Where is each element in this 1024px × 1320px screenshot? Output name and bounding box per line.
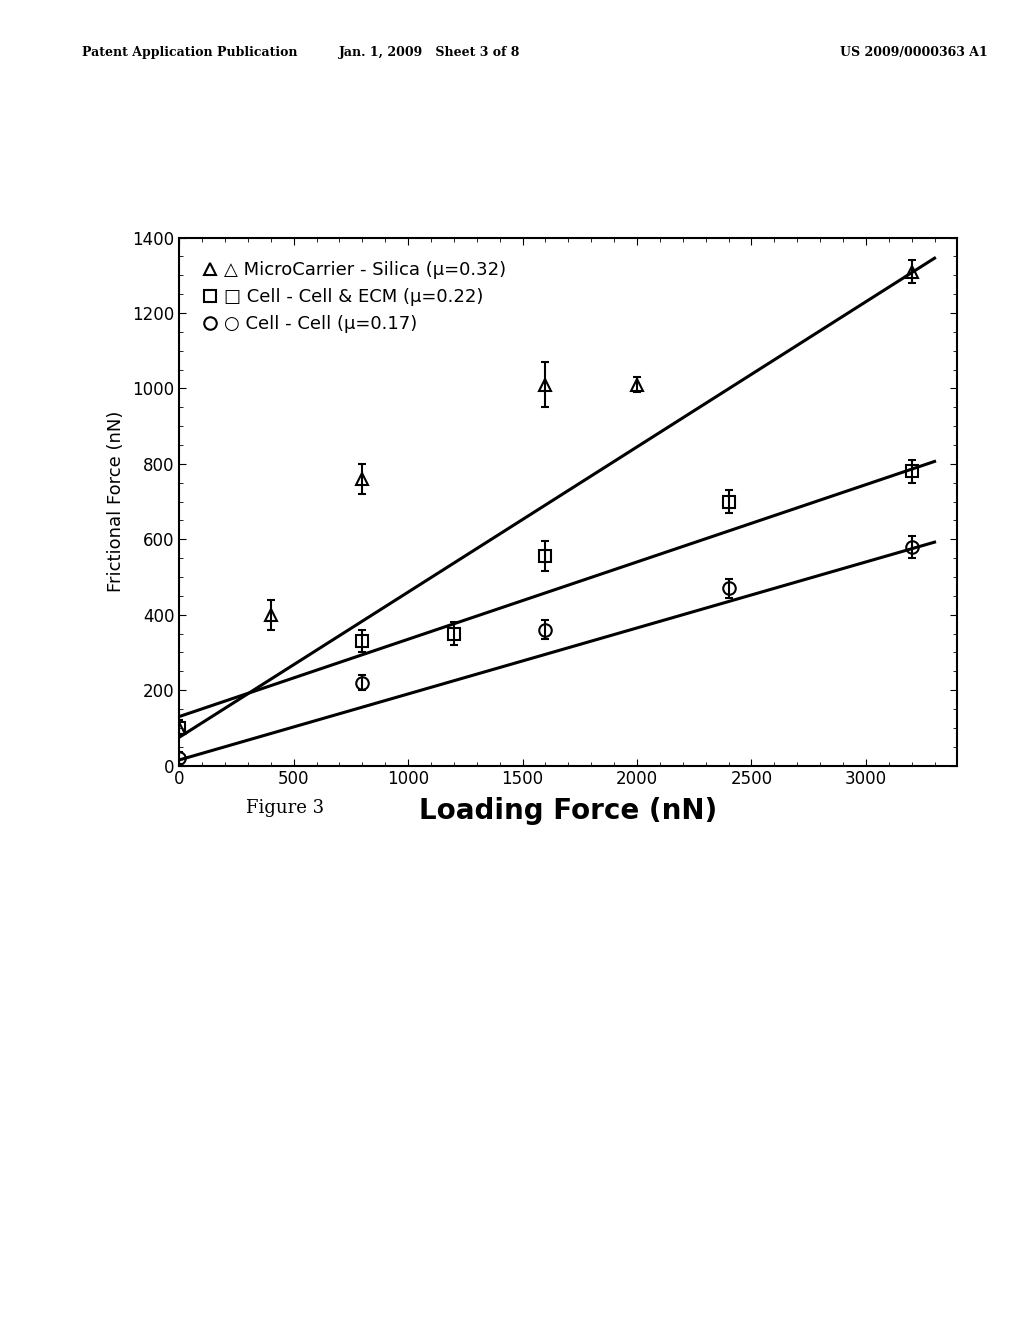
Y-axis label: Frictional Force (nN): Frictional Force (nN)	[108, 411, 125, 593]
Legend: △ MicroCarrier - Silica (μ=0.32), □ Cell - Cell & ECM (μ=0.22), ○ Cell - Cell (μ: △ MicroCarrier - Silica (μ=0.32), □ Cell…	[188, 247, 521, 347]
Text: Patent Application Publication: Patent Application Publication	[82, 46, 297, 59]
Text: Jan. 1, 2009   Sheet 3 of 8: Jan. 1, 2009 Sheet 3 of 8	[339, 46, 521, 59]
Text: Figure 3: Figure 3	[246, 799, 324, 817]
Text: US 2009/0000363 A1: US 2009/0000363 A1	[840, 46, 987, 59]
X-axis label: Loading Force (nN): Loading Force (nN)	[419, 797, 718, 825]
